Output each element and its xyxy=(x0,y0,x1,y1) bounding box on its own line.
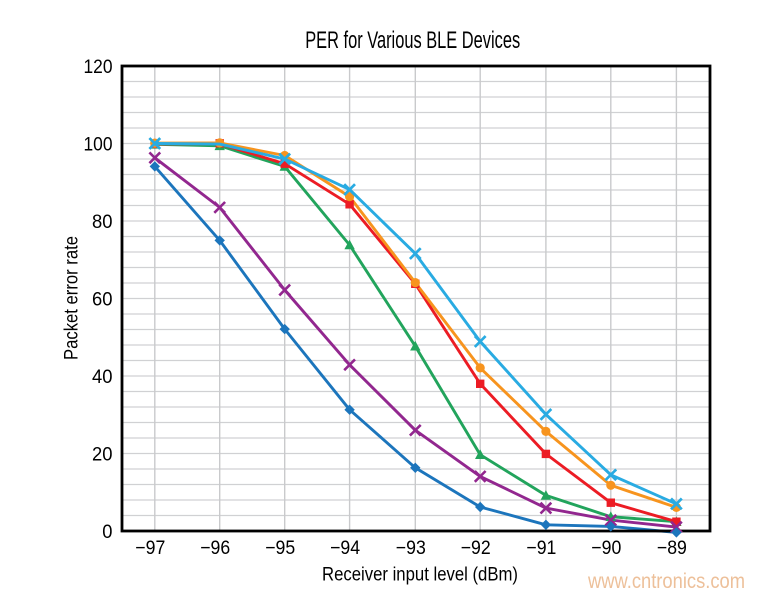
svg-text:www.cntronics.com: www.cntronics.com xyxy=(587,570,745,593)
svg-text:−96: −96 xyxy=(200,537,230,559)
svg-text:−95: −95 xyxy=(265,537,295,559)
svg-text:Packet error rate: Packet error rate xyxy=(61,236,82,360)
svg-text:PER for Various BLE Devices: PER for Various BLE Devices xyxy=(305,27,520,54)
svg-text:40: 40 xyxy=(92,366,113,388)
svg-text:−93: −93 xyxy=(396,537,426,559)
svg-text:−90: −90 xyxy=(591,537,621,559)
svg-text:−97: −97 xyxy=(135,537,165,559)
svg-text:−92: −92 xyxy=(461,537,491,559)
svg-text:0: 0 xyxy=(102,521,112,543)
svg-text:120: 120 xyxy=(84,56,113,78)
svg-text:100: 100 xyxy=(84,134,113,156)
svg-text:−94: −94 xyxy=(330,537,360,559)
svg-text:20: 20 xyxy=(92,444,113,466)
svg-text:60: 60 xyxy=(92,289,113,311)
svg-text:−91: −91 xyxy=(526,537,556,559)
svg-text:Receiver input level (dBm): Receiver input level (dBm) xyxy=(322,565,518,586)
svg-text:80: 80 xyxy=(92,211,113,233)
svg-text:−89: −89 xyxy=(657,537,687,559)
